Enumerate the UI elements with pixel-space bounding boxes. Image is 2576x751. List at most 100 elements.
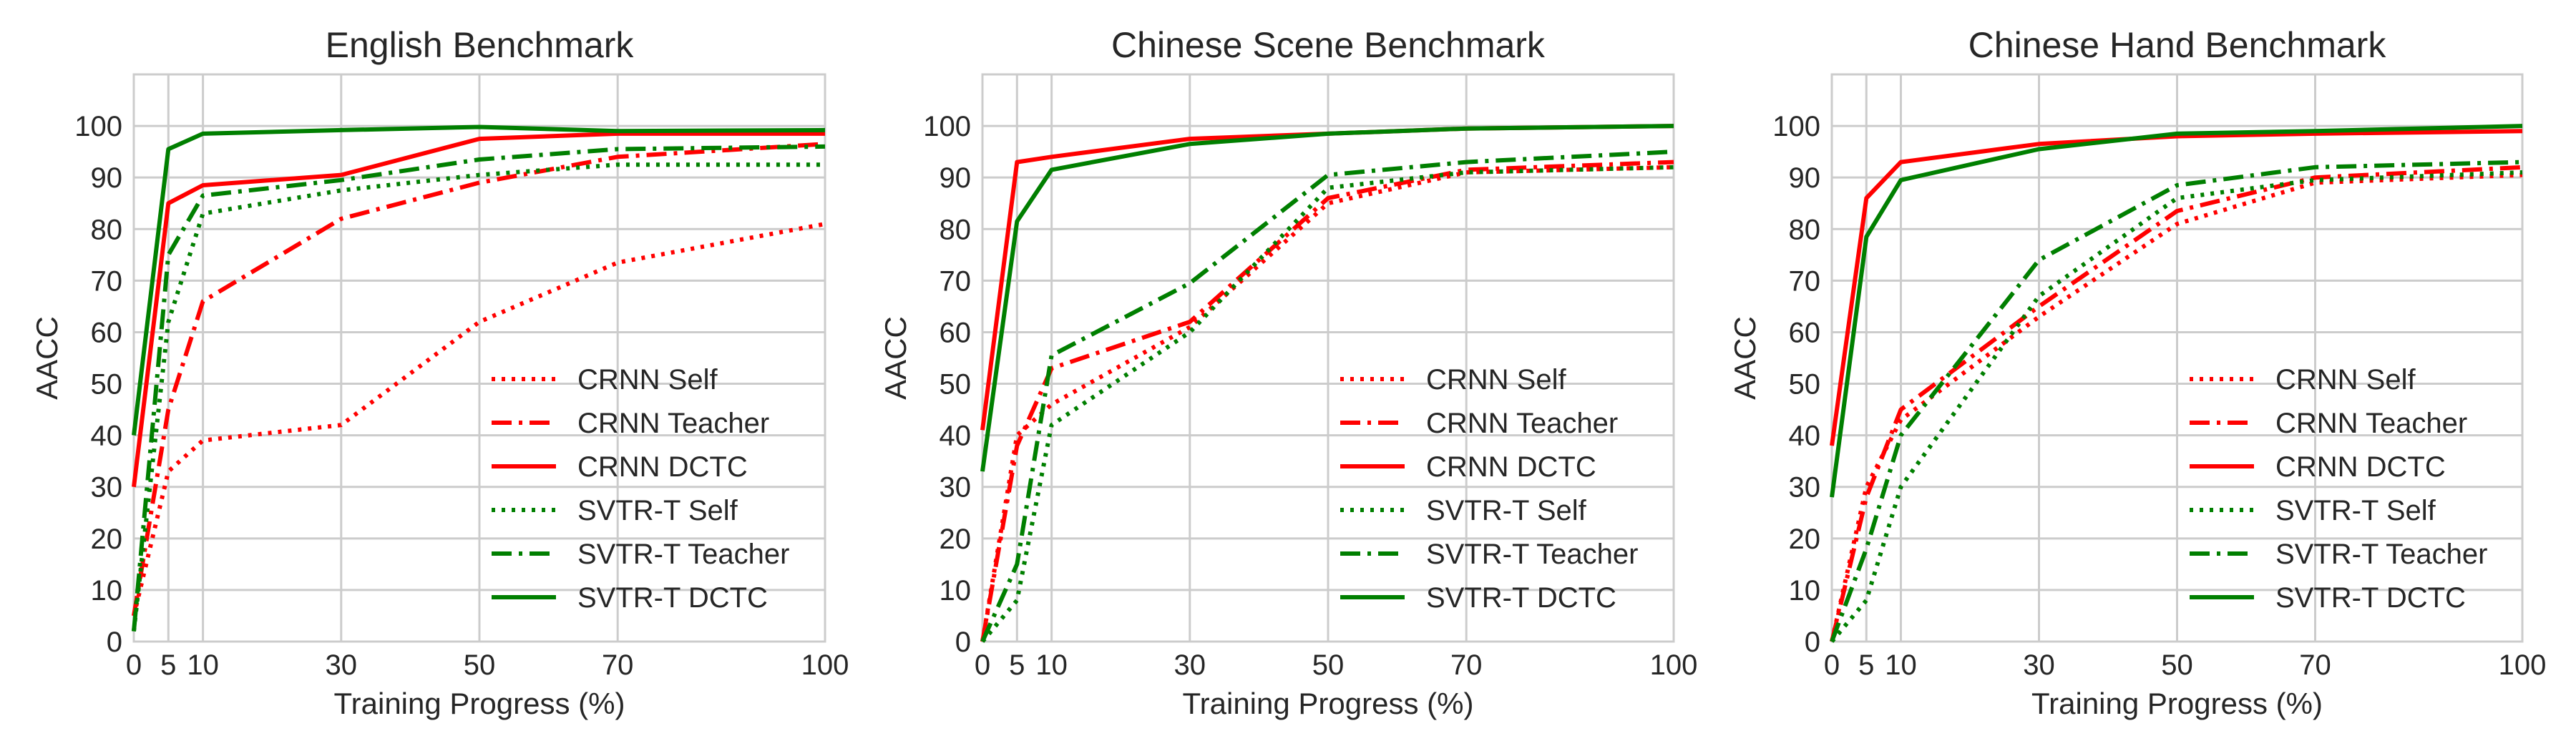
y-tick-label: 20 [940,524,972,555]
x-tick-label: 100 [2499,649,2547,681]
y-tick-label: 20 [1789,524,1821,555]
chart-title: English Benchmark [326,25,635,65]
series-line-crnn-self [132,222,826,617]
y-tick-label: 50 [91,369,123,401]
x-tick-label: 5 [1009,649,1025,681]
chart-panel-2: 0 5 10 30 50 70 1000102030405060708090100Chine… [879,25,1697,720]
y-tick-label: 20 [91,524,123,555]
y-tick-label: 10 [940,575,972,607]
y-tick-label: 50 [1789,369,1821,401]
legend-label: SVTR-T Teacher [2275,539,2487,570]
series-line-svtr-t-teacher [132,144,826,632]
y-tick-label: 40 [940,421,972,452]
legend: CRNN Self CRNN Teacher CRNN DCTC SVTR-T Sel… [2190,364,2487,614]
x-tick-label: 30 [326,649,358,681]
y-tick-label: 90 [1789,162,1821,194]
y-tick-label: 50 [940,369,972,401]
series-line-crnn-teacher [980,159,1674,642]
y-tick-label: 100 [74,111,122,142]
series-line-crnn-teacher [1830,165,2523,642]
series-line-svtr-t-dctc [980,124,1674,472]
y-tick-label: 70 [940,265,972,297]
y-tick-label: 70 [91,265,123,297]
legend-label: SVTR-T Self [577,495,738,526]
legend-label: CRNN DCTC [577,451,748,483]
chart-panel-3: 0 5 10 30 50 70 1000102030405060708090100Chine… [1728,25,2546,720]
y-tick-label: 40 [1789,421,1821,452]
x-tick-label: 30 [2023,649,2055,681]
y-tick-label: 100 [923,111,971,142]
x-tick-label: 100 [801,649,849,681]
series-line-svtr-t-self [132,162,825,632]
y-tick-label: 80 [91,214,123,245]
y-tick-label: 10 [1789,575,1821,607]
y-axis-label: AACC [879,316,912,400]
y-tick-label: 60 [940,317,972,348]
x-tick-label: 70 [2299,649,2331,681]
y-tick-label: 0 [1805,627,1820,658]
legend-label: CRNN Teacher [577,408,769,439]
legend-label: SVTR-T DCTC [1426,582,1616,614]
legend-label: CRNN Self [1426,364,1566,396]
legend-label: CRNN Teacher [2275,408,2467,439]
y-tick-label: 10 [91,575,123,607]
series-line-svtr-t-dctc [1830,124,2523,498]
y-axis-label: AACC [30,316,64,400]
chart-panel-1: 0 5 10 30 50 70 1000102030405060708090100Engli… [30,25,849,720]
y-tick-label: 90 [91,162,123,194]
x-tick-label: 50 [464,649,496,681]
legend-label: CRNN DCTC [1426,451,1596,483]
legend: CRNN Self CRNN Teacher CRNN DCTC SVTR-T Sel… [492,364,789,614]
y-tick-label: 30 [940,472,972,504]
y-tick-label: 30 [1789,472,1821,504]
x-tick-label: 50 [1312,649,1345,681]
x-tick-label: 5 [160,649,176,681]
y-tick-label: 80 [940,214,972,245]
chart-title: Chinese Scene Benchmark [1111,25,1546,65]
series-line-crnn-dctc [132,131,825,488]
legend-label: SVTR-T Teacher [1426,539,1638,570]
plot-frame [132,73,826,643]
y-tick-label: 90 [940,162,972,194]
x-tick-label: 10 [1035,649,1068,681]
x-tick-label: 0 [975,649,990,681]
legend-label: SVTR-T Teacher [577,539,789,570]
x-axis-label: Training Progress (%) [2031,687,2323,720]
y-tick-label: 0 [107,627,122,658]
plot-frame [1830,73,2524,643]
legend-label: CRNN Self [2275,364,2416,396]
x-tick-label: 70 [602,649,634,681]
x-tick-label: 0 [1824,649,1840,681]
series-line-crnn-self [980,165,1674,642]
legend-label: CRNN Teacher [1426,408,1618,439]
y-tick-label: 100 [1772,111,1820,142]
x-tick-label: 30 [1174,649,1206,681]
y-tick-label: 60 [91,317,123,348]
x-tick-label: 5 [1858,649,1874,681]
x-tick-label: 10 [187,649,219,681]
y-tick-label: 60 [1789,317,1821,348]
y-tick-label: 0 [955,627,971,658]
x-axis-label: Training Progress (%) [1183,687,1474,720]
legend: CRNN Self CRNN Teacher CRNN DCTC SVTR-T Sel… [1340,364,1638,614]
series-line-crnn-teacher [132,142,826,617]
legend-label: CRNN Self [577,364,718,396]
y-tick-label: 70 [1789,265,1821,297]
plot-frame [981,73,1675,643]
y-tick-label: 30 [91,472,123,504]
series-line-svtr-t-teacher [980,149,1674,643]
legend-label: SVTR-T Self [2275,495,2436,526]
legend-label: SVTR-T DCTC [2275,582,2466,614]
series-line-crnn-dctc [1830,129,2523,446]
x-tick-label: 10 [1885,649,1917,681]
x-tick-label: 50 [2161,649,2193,681]
x-tick-label: 100 [1650,649,1698,681]
legend-label: SVTR-T Self [1426,495,1587,526]
x-axis-label: Training Progress (%) [334,687,625,720]
x-tick-label: 0 [126,649,142,681]
series-line-svtr-t-dctc [132,124,826,436]
x-tick-label: 70 [1450,649,1483,681]
y-tick-label: 40 [91,421,123,452]
series-line-svtr-t-teacher [1830,159,2523,643]
